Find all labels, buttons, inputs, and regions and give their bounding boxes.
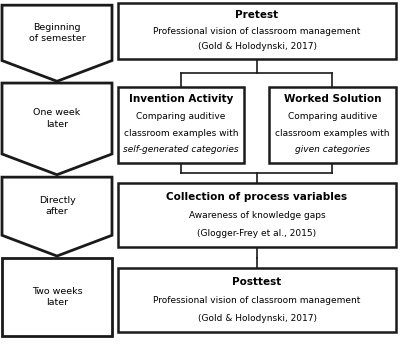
Text: Invention Activity: Invention Activity [129, 94, 233, 104]
Text: (Gold & Holodynski, 2017): (Gold & Holodynski, 2017) [198, 314, 316, 323]
Text: Collection of process variables: Collection of process variables [166, 192, 348, 202]
Text: Worked Solution: Worked Solution [284, 94, 381, 104]
Text: (Glogger-Frey et al., 2015): (Glogger-Frey et al., 2015) [198, 229, 316, 238]
Text: Comparing auditive: Comparing auditive [288, 112, 377, 121]
Text: Beginning
of semester: Beginning of semester [29, 23, 85, 43]
Bar [118, 3, 396, 59]
Bar [118, 268, 396, 332]
Bar [269, 86, 396, 163]
Text: Professional vision of classroom management: Professional vision of classroom managem… [153, 295, 361, 305]
Text: Pretest: Pretest [236, 10, 278, 20]
Text: Professional vision of classroom management: Professional vision of classroom managem… [153, 27, 361, 36]
Text: One week
later: One week later [33, 108, 81, 129]
Text: Awareness of knowledge gaps: Awareness of knowledge gaps [189, 211, 325, 220]
Text: self-generated categories: self-generated categories [123, 145, 239, 154]
Polygon shape [2, 258, 112, 336]
Text: (Gold & Holodynski, 2017): (Gold & Holodynski, 2017) [198, 43, 316, 52]
Polygon shape [2, 5, 112, 81]
Text: Directly
after: Directly after [39, 196, 75, 216]
Text: classroom examples with: classroom examples with [275, 128, 390, 137]
Text: Comparing auditive: Comparing auditive [136, 112, 226, 121]
Bar [118, 183, 396, 247]
Text: Two weeks
later: Two weeks later [32, 287, 82, 307]
Bar [118, 86, 244, 163]
Polygon shape [2, 83, 112, 175]
Text: classroom examples with: classroom examples with [124, 128, 238, 137]
Text: given categories: given categories [295, 145, 370, 154]
Polygon shape [2, 177, 112, 256]
Text: Posttest: Posttest [232, 277, 282, 287]
